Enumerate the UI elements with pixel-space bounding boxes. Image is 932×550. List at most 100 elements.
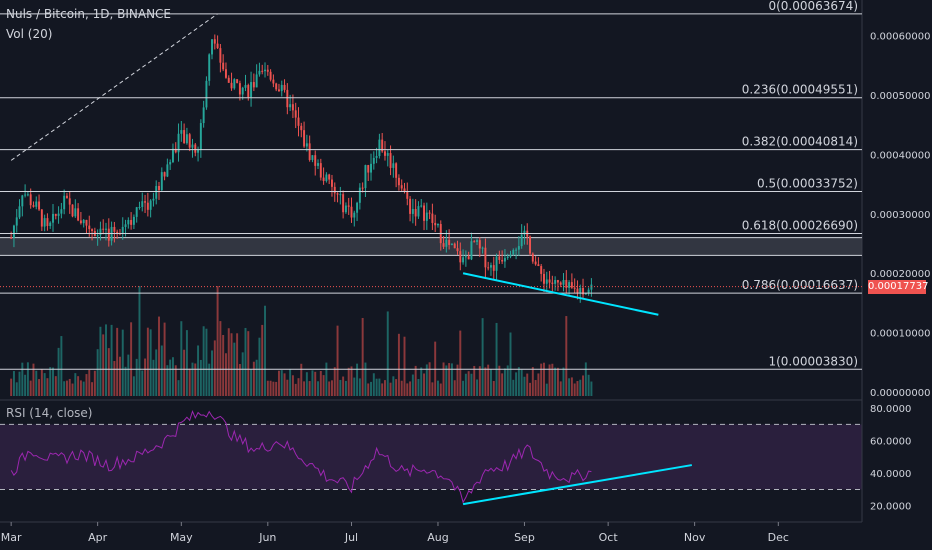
volume-bar — [177, 380, 180, 396]
volume-bar — [303, 381, 306, 396]
volume-bar — [74, 373, 77, 396]
candle-body — [339, 194, 342, 196]
volume-bar — [347, 367, 350, 396]
current-price-tag: 0.00017737 — [868, 279, 929, 294]
volume-bar — [102, 334, 105, 396]
volume-bar — [183, 349, 186, 396]
candle-body — [49, 222, 52, 227]
candle-body — [512, 250, 515, 255]
candle-body — [91, 229, 94, 232]
price-support-trendline — [462, 272, 659, 316]
rsi-panel — [0, 409, 862, 506]
fib-level-label: 0.382(0.00040814) — [742, 135, 858, 149]
candle-body — [163, 172, 166, 177]
candle-body — [459, 251, 462, 263]
candle-body — [269, 71, 272, 80]
candle-body — [364, 165, 367, 189]
candle-body — [121, 226, 124, 234]
volume-bar — [10, 378, 13, 396]
volume-bar — [252, 361, 255, 396]
candle-body — [124, 224, 127, 227]
volume-bar — [520, 369, 523, 396]
candle-body — [77, 208, 80, 221]
candle-body — [155, 186, 158, 199]
volume-bar — [470, 373, 473, 396]
rsi-axis-tick: 20.0000 — [870, 502, 911, 513]
candle-body — [255, 74, 258, 88]
volume-bar — [230, 333, 233, 396]
volume-bar — [568, 378, 571, 396]
trendlines[interactable] — [10, 13, 659, 316]
candle-body — [177, 133, 180, 153]
volume-bar — [551, 363, 554, 396]
candle-body — [297, 117, 300, 126]
candle-body — [445, 239, 448, 247]
volume-bar — [199, 359, 202, 396]
candle-body — [498, 256, 501, 260]
volume-bar — [216, 286, 219, 396]
date-axis-tick: Aug — [427, 531, 448, 544]
volume-bar — [428, 362, 431, 396]
candle-body — [294, 110, 297, 118]
volume-bar — [531, 367, 534, 396]
candle-body — [551, 282, 554, 284]
candle-body — [230, 82, 233, 89]
candle-body — [381, 139, 384, 152]
volume-bar — [266, 380, 269, 396]
price-axis-tick: 0.00010000 — [870, 329, 930, 340]
candle-body — [495, 256, 498, 271]
candle-body — [74, 208, 77, 217]
volume-bar — [503, 368, 506, 396]
volume-bar — [121, 329, 124, 396]
candle-body — [358, 187, 361, 203]
volume-bar — [297, 378, 300, 396]
volume-bar — [264, 305, 266, 396]
candle-body — [414, 209, 417, 217]
volume-bar — [559, 381, 562, 396]
fib-retracement[interactable]: 0(0.00063674) 0.236(0.00049551) 0.382(0.00… — [0, 0, 862, 370]
volume-bar — [82, 381, 85, 396]
candle-body — [395, 163, 398, 178]
candle-body — [258, 70, 261, 75]
candle-body — [158, 186, 160, 191]
volume-bar — [213, 340, 216, 396]
candle-body — [205, 80, 208, 108]
price-axis-tick: 0.00030000 — [870, 210, 930, 221]
candle-body — [556, 280, 559, 283]
candle-body — [280, 84, 283, 92]
candle-body — [202, 107, 205, 124]
candle-body — [319, 163, 322, 178]
volume-bar — [442, 362, 445, 396]
candle-body — [328, 174, 331, 180]
candle-body — [166, 164, 169, 177]
candle-body — [317, 163, 319, 166]
candle-body — [60, 209, 63, 214]
candle-body — [386, 153, 389, 156]
candle-body — [378, 139, 381, 157]
candle-body — [247, 85, 250, 98]
volume-bar — [526, 373, 529, 396]
volume-bar — [431, 382, 434, 396]
volume-bar — [68, 378, 71, 396]
price-axis-tick: 0.00050000 — [870, 91, 930, 102]
candle-body — [523, 230, 526, 235]
volume-bar — [238, 364, 241, 396]
volume-bar — [261, 324, 264, 396]
volume-bar — [132, 376, 135, 396]
date-axis-tick: Jun — [258, 531, 276, 544]
volume-bar — [339, 379, 342, 396]
candle-body — [197, 149, 200, 153]
volume-label: Vol (20) — [6, 27, 53, 41]
volume-bar — [99, 326, 102, 396]
volume-bar — [289, 369, 292, 396]
volume-bar — [146, 327, 149, 396]
volume-bar — [211, 350, 213, 396]
candle-body — [540, 266, 543, 274]
candle-body — [342, 194, 345, 213]
volume-bar — [24, 374, 27, 396]
candle-body — [543, 273, 545, 284]
volume-bar — [85, 374, 88, 396]
volume-bar — [247, 331, 250, 396]
volume-bar — [130, 322, 133, 396]
